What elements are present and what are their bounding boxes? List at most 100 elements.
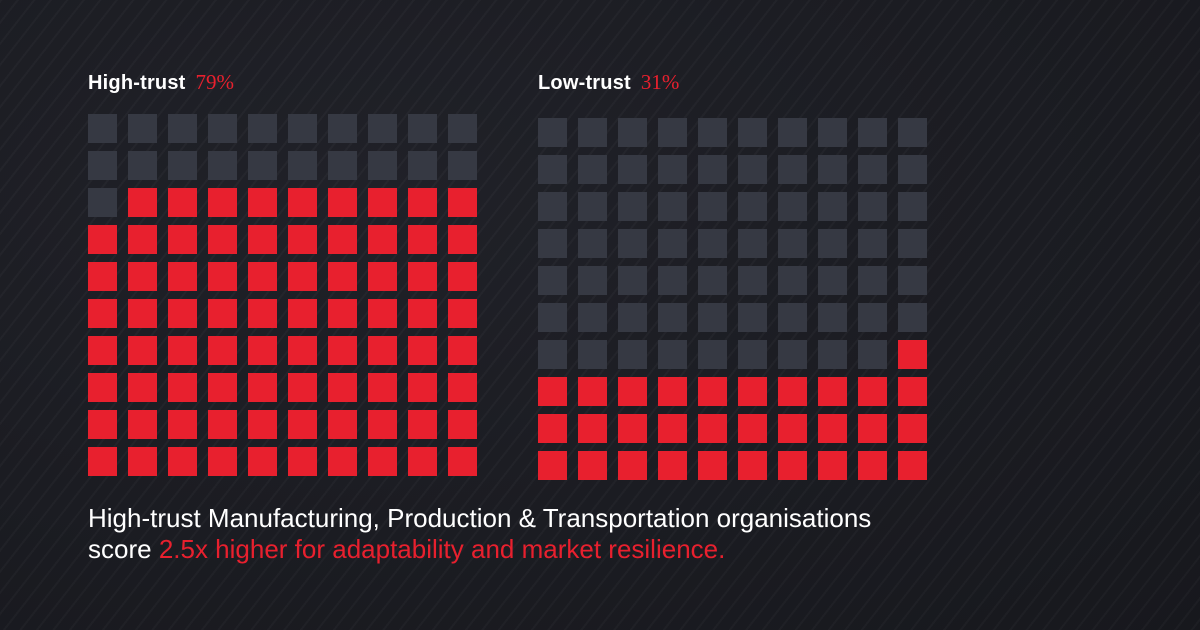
waffle-cell-empty [288,151,317,180]
waffle-cell-filled [448,225,477,254]
waffle-cell-filled [368,188,397,217]
waffle-cell-empty [818,229,847,258]
waffle-cell-empty [698,266,727,295]
waffle-cell-filled [368,262,397,291]
waffle-cell-filled [208,262,237,291]
waffle-cell-filled [778,451,807,480]
waffle-cell-filled [818,377,847,406]
waffle-cell-empty [618,303,647,332]
waffle-cell-empty [328,114,357,143]
waffle-cell-empty [898,266,927,295]
waffle-cell-empty [618,192,647,221]
waffle-cell-filled [328,336,357,365]
waffle-cell-empty [818,155,847,184]
waffle-cell-filled [208,447,237,476]
waffle-cell-filled [898,451,927,480]
waffle-cell-empty [208,151,237,180]
waffle-cell-filled [328,299,357,328]
waffle-cell-filled [88,447,117,476]
waffle-cell-filled [128,410,157,439]
waffle-cell-empty [698,192,727,221]
waffle-cell-empty [658,229,687,258]
waffle-cell-empty [738,155,767,184]
waffle-cell-filled [698,377,727,406]
waffle-cell-filled [168,188,197,217]
waffle-cell-filled [168,299,197,328]
waffle-cell-filled [698,451,727,480]
waffle-cell-empty [408,151,437,180]
waffle-cell-empty [538,303,567,332]
waffle-cell-empty [778,192,807,221]
waffle-cell-empty [698,340,727,369]
waffle-cell-empty [208,114,237,143]
waffle-cell-empty [778,229,807,258]
waffle-cell-empty [168,114,197,143]
waffle-cell-filled [288,336,317,365]
waffle-cell-empty [738,118,767,147]
waffle-cell-filled [208,299,237,328]
waffle-cell-empty [658,155,687,184]
waffle-cell-filled [368,447,397,476]
waffle-cell-empty [538,192,567,221]
waffle-cell-empty [168,151,197,180]
waffle-cell-empty [738,229,767,258]
waffle-cell-filled [818,414,847,443]
waffle-cell-empty [618,229,647,258]
waffle-cell-filled [408,373,437,402]
caption-line-1: High-trust Manufacturing, Production & T… [88,503,872,533]
waffle-cell-filled [898,377,927,406]
waffle-cell-filled [858,414,887,443]
waffle-cell-filled [408,447,437,476]
waffle-cell-empty [858,118,887,147]
waffle-cell-empty [738,266,767,295]
waffle-cell-empty [618,118,647,147]
waffle-cell-filled [898,414,927,443]
waffle-cell-filled [578,451,607,480]
waffle-cell-filled [618,377,647,406]
waffle-cell-filled [578,377,607,406]
waffle-cell-empty [288,114,317,143]
waffle-cell-empty [88,114,117,143]
waffle-cell-filled [658,414,687,443]
waffle-cell-empty [618,155,647,184]
waffle-cell-filled [128,447,157,476]
waffle-cell-filled [168,336,197,365]
waffle-cell-empty [578,303,607,332]
waffle-cell-empty [738,192,767,221]
waffle-cell-empty [578,229,607,258]
waffle-cell-empty [578,155,607,184]
waffle-cell-filled [248,447,277,476]
waffle-cell-filled [168,447,197,476]
waffle-cell-empty [698,118,727,147]
waffle-cell-filled [618,414,647,443]
waffle-cell-filled [858,451,887,480]
waffle-cell-filled [778,414,807,443]
waffle-cell-filled [88,225,117,254]
waffle-cell-filled [578,414,607,443]
waffle-cell-empty [658,266,687,295]
waffle-cell-filled [128,336,157,365]
waffle-cell-empty [578,340,607,369]
waffle-cell-filled [328,225,357,254]
waffle-cell-empty [538,266,567,295]
high-trust-label: High-trust [88,72,186,94]
waffle-cell-empty [898,155,927,184]
waffle-cell-empty [658,340,687,369]
waffle-cell-filled [88,373,117,402]
waffle-cell-empty [248,151,277,180]
waffle-cell-empty [818,340,847,369]
waffle-cell-filled [328,410,357,439]
waffle-cell-filled [288,188,317,217]
waffle-cell-empty [818,118,847,147]
waffle-cell-filled [168,373,197,402]
waffle-cell-empty [248,114,277,143]
low-trust-title: Low-trust 31% [538,70,679,100]
waffle-cell-filled [288,447,317,476]
waffle-cell-empty [818,266,847,295]
caption-highlight: 2.5x higher for adaptability and market … [158,534,726,564]
waffle-cell-empty [368,114,397,143]
waffle-cell-filled [88,299,117,328]
waffle-cell-filled [448,336,477,365]
waffle-cell-empty [618,266,647,295]
waffle-cell-empty [778,340,807,369]
